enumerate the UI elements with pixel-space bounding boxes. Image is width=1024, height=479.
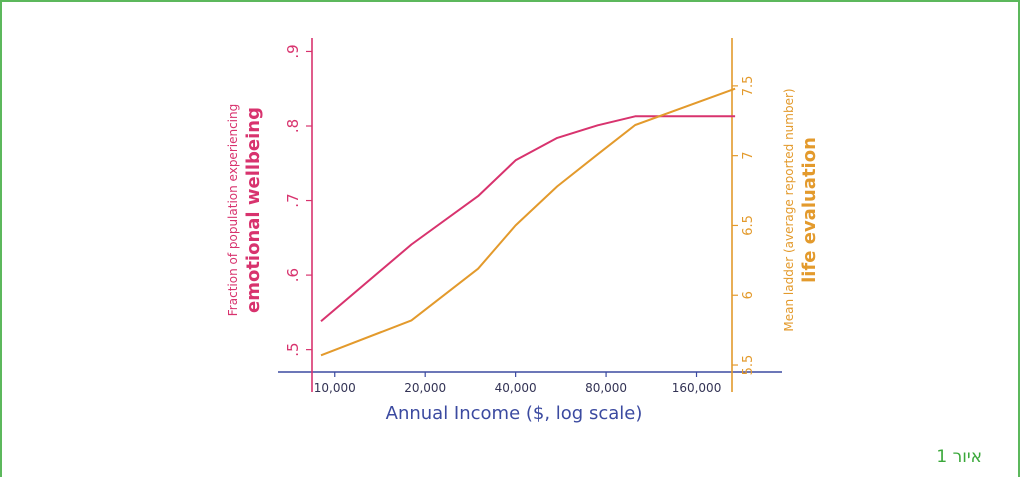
right-axis-label-line1: Mean ladder (average reported number) (782, 88, 796, 331)
right-tick-label: 7.5 (741, 76, 756, 97)
left-y-axis: .5 .6 .7 .8 .9 (284, 38, 313, 392)
left-tick-label: .6 (284, 268, 302, 282)
right-tick-label: 5.5 (741, 355, 756, 376)
x-tick-label: 160,000 (672, 381, 722, 395)
left-axis-label-line2: emotional wellbeing (243, 107, 264, 313)
x-axis: 10,000 20,000 40,000 80,000 160,000 (278, 371, 782, 395)
left-axis-label-line1: Fraction of population experiencing (226, 104, 240, 316)
x-tick-label: 80,000 (585, 381, 627, 395)
left-tick-label: .9 (284, 44, 302, 58)
x-tick-label: 40,000 (495, 381, 537, 395)
right-tick-label: 6 (741, 291, 756, 299)
left-tick-label: .8 (284, 119, 302, 133)
right-tick-label: 6.5 (741, 215, 756, 236)
emotional-wellbeing-line (320, 115, 736, 323)
right-axis-label-line2: life evaluation (799, 137, 820, 283)
right-tick-label: 7 (741, 152, 756, 160)
life-evaluation-line (320, 87, 736, 357)
x-axis-label: Annual Income ($, log scale) (386, 403, 643, 424)
series-lines (320, 87, 736, 357)
x-tick-label: 10,000 (314, 381, 356, 395)
left-tick-label: .5 (284, 342, 302, 356)
x-tick-label: 20,000 (404, 381, 446, 395)
right-y-axis: 5.5 6 6.5 7 7.5 (731, 38, 756, 392)
figure-caption: איור 1 (936, 447, 982, 467)
left-tick-label: .7 (284, 193, 302, 207)
